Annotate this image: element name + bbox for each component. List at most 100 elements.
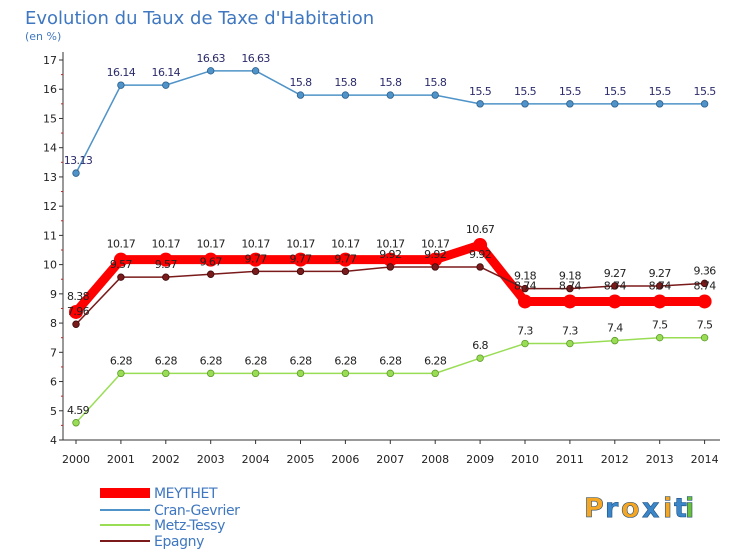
data-label: 9.18 [514,270,537,283]
data-point [386,369,394,378]
y-tick-label: 8 [50,317,57,330]
logo-letter: x [642,493,659,524]
data-label: 8.74 [559,279,582,292]
data-label: 9.57 [155,258,178,271]
data-label: 15.8 [379,76,402,89]
legend-label: Metz-Tessy [154,518,225,534]
data-point [431,91,439,99]
chart-subtitle: (en %) [25,30,61,43]
data-point [521,284,529,293]
y-tick-label: 15 [43,112,57,125]
y-tick-label: 12 [43,200,57,213]
y-tick-label: 16 [43,83,57,96]
data-point [293,252,308,267]
y-tick-label: 9 [50,288,57,301]
x-tick-label: 2005 [287,453,315,466]
legend-label: Epagny [154,534,204,550]
data-point [72,419,80,427]
data-point [518,294,532,309]
data-label: 9.77 [334,252,357,265]
data-label: 15.5 [514,85,537,98]
legend-label: MEYTHET [154,486,218,502]
data-point [562,294,577,309]
data-label: 9.27 [649,267,672,280]
data-point [158,252,173,267]
data-label: 6.28 [200,354,223,367]
data-point [476,100,484,108]
data-point [611,100,619,108]
data-label: 15.8 [424,76,447,89]
y-tick-label: 6 [50,376,57,389]
data-label: 6.28 [245,354,268,367]
x-tick-label: 2013 [646,453,674,466]
data-label: 15.8 [289,76,312,89]
data-point [428,252,443,267]
data-point [607,294,622,309]
data-label: 10.17 [286,238,315,251]
data-point [162,81,170,89]
data-point [338,252,353,267]
data-point [386,91,394,99]
data-point [341,267,350,276]
data-point [473,238,488,253]
data-label: 6.28 [155,354,178,367]
data-point [206,270,215,278]
data-label: 8.74 [649,279,672,292]
data-label: 9.27 [604,267,627,280]
data-point [248,252,263,267]
legend-label: Cran-Gevrier [154,503,240,519]
data-label: 7.3 [562,325,578,338]
data-point [652,294,667,309]
x-tick-label: 2011 [556,453,584,466]
data-label: 15.5 [559,85,582,98]
data-point [251,267,260,276]
y-tick-label: 17 [43,54,57,67]
data-label: 9.18 [559,270,582,283]
data-point [296,91,305,99]
data-point [566,100,574,108]
data-label: 6.8 [472,339,488,352]
data-label: 8.74 [604,279,627,292]
data-label: 10.17 [376,238,405,251]
data-point [476,263,484,271]
data-point [656,282,664,290]
x-tick-label: 2010 [511,453,539,466]
data-point [113,252,128,267]
data-label: 7.96 [67,305,90,318]
data-point [251,67,260,75]
data-point [206,67,215,75]
data-label: 8.74 [694,279,717,292]
data-point [296,267,305,276]
x-tick-label: 2006 [331,453,359,466]
data-point [162,273,170,281]
series-lines [69,67,712,427]
data-label: 10.17 [241,238,270,251]
data-point [117,81,125,89]
data-label: 10.17 [107,238,136,251]
logo-letter: t [674,493,687,524]
data-label: 16.14 [107,66,136,79]
y-tick-label: 5 [50,405,57,418]
data-point [697,294,712,309]
data-point [566,284,574,293]
data-point [700,100,709,108]
series-line [75,336,705,424]
y-tick-label: 10 [43,259,57,272]
data-label: 9.77 [289,252,312,265]
data-point [700,333,709,342]
data-point [431,369,439,378]
data-point [206,369,215,378]
x-tick-label: 2014 [691,453,719,466]
x-tick-label: 2003 [197,453,225,466]
data-point [521,339,529,348]
data-label: 9.57 [110,258,133,271]
data-point [656,100,664,108]
data-point [117,369,125,378]
data-label: 16.14 [152,66,181,79]
data-point [611,282,619,290]
data-point [251,369,260,378]
chart-title: Evolution du Taux de Taxe d'Habitation [25,8,374,29]
